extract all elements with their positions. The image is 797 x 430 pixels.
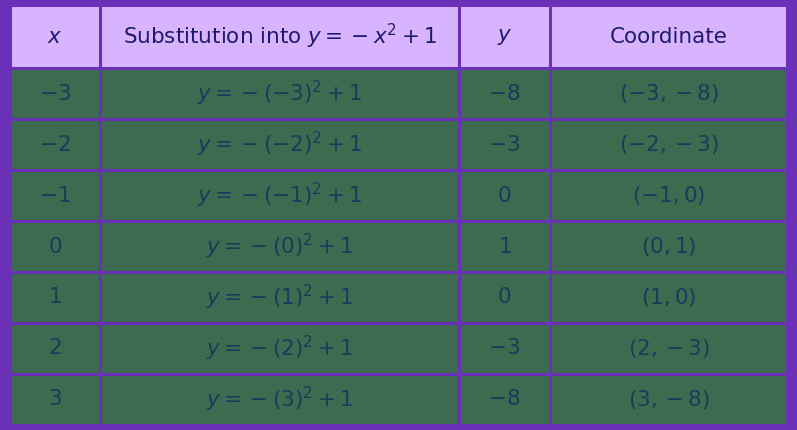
- Bar: [550, 221, 787, 272]
- Text: $2$: $2$: [48, 338, 61, 359]
- Bar: [459, 272, 550, 323]
- Text: Coordinate: Coordinate: [610, 27, 728, 47]
- Text: $-3$: $-3$: [489, 338, 520, 359]
- Bar: [550, 272, 787, 323]
- Bar: [550, 68, 787, 119]
- Bar: [459, 221, 550, 272]
- Bar: [100, 374, 459, 425]
- Bar: [10, 374, 100, 425]
- Text: $(-1, 0)$: $(-1, 0)$: [632, 184, 705, 207]
- Bar: [100, 323, 459, 374]
- Text: $(0, 1)$: $(0, 1)$: [641, 235, 697, 258]
- Text: $y = -(0)^2 + 1$: $y = -(0)^2 + 1$: [206, 232, 353, 261]
- Bar: [10, 272, 100, 323]
- Bar: [550, 323, 787, 374]
- Text: $x$: $x$: [47, 27, 63, 47]
- Bar: [10, 323, 100, 374]
- Bar: [10, 221, 100, 272]
- Bar: [459, 5, 550, 68]
- Text: $(-2, -3)$: $(-2, -3)$: [618, 133, 718, 156]
- Bar: [459, 170, 550, 221]
- Text: $(-3, -8)$: $(-3, -8)$: [618, 82, 718, 105]
- Text: $0$: $0$: [497, 288, 512, 307]
- Text: Substitution into $y = -x^2 + 1$: Substitution into $y = -x^2 + 1$: [123, 22, 437, 51]
- Bar: [10, 5, 100, 68]
- Text: $3$: $3$: [48, 390, 62, 409]
- Bar: [10, 170, 100, 221]
- Text: $(3, -8)$: $(3, -8)$: [628, 388, 709, 411]
- Text: $-2$: $-2$: [39, 135, 71, 155]
- Text: $(2, -3)$: $(2, -3)$: [628, 337, 709, 360]
- Bar: [550, 374, 787, 425]
- Text: $0$: $0$: [48, 237, 62, 257]
- Bar: [100, 221, 459, 272]
- Bar: [100, 5, 459, 68]
- Text: $y$: $y$: [497, 27, 512, 47]
- Text: $y = -(-3)^2 + 1$: $y = -(-3)^2 + 1$: [197, 79, 362, 108]
- Bar: [459, 119, 550, 170]
- Text: $-8$: $-8$: [489, 390, 520, 409]
- Text: $-3$: $-3$: [39, 84, 71, 104]
- Bar: [100, 170, 459, 221]
- Bar: [459, 323, 550, 374]
- Bar: [550, 170, 787, 221]
- Bar: [100, 272, 459, 323]
- Text: $y = -(2)^2 + 1$: $y = -(2)^2 + 1$: [206, 334, 353, 363]
- Bar: [550, 5, 787, 68]
- Text: $0$: $0$: [497, 186, 512, 206]
- Text: $y = -(-1)^2 + 1$: $y = -(-1)^2 + 1$: [197, 181, 362, 210]
- Text: $(1, 0)$: $(1, 0)$: [641, 286, 697, 309]
- Bar: [10, 68, 100, 119]
- Text: $-3$: $-3$: [489, 135, 520, 155]
- Text: $1$: $1$: [48, 288, 61, 307]
- Bar: [550, 119, 787, 170]
- Text: $y = -(1)^2 + 1$: $y = -(1)^2 + 1$: [206, 283, 353, 312]
- Text: $-1$: $-1$: [39, 186, 71, 206]
- Text: $y = -(-2)^2 + 1$: $y = -(-2)^2 + 1$: [197, 130, 362, 159]
- Text: $1$: $1$: [497, 237, 511, 257]
- Text: $y = -(3)^2 + 1$: $y = -(3)^2 + 1$: [206, 385, 353, 414]
- Bar: [100, 68, 459, 119]
- Bar: [459, 374, 550, 425]
- Bar: [10, 119, 100, 170]
- Bar: [100, 119, 459, 170]
- Text: $-8$: $-8$: [489, 84, 520, 104]
- Bar: [459, 68, 550, 119]
